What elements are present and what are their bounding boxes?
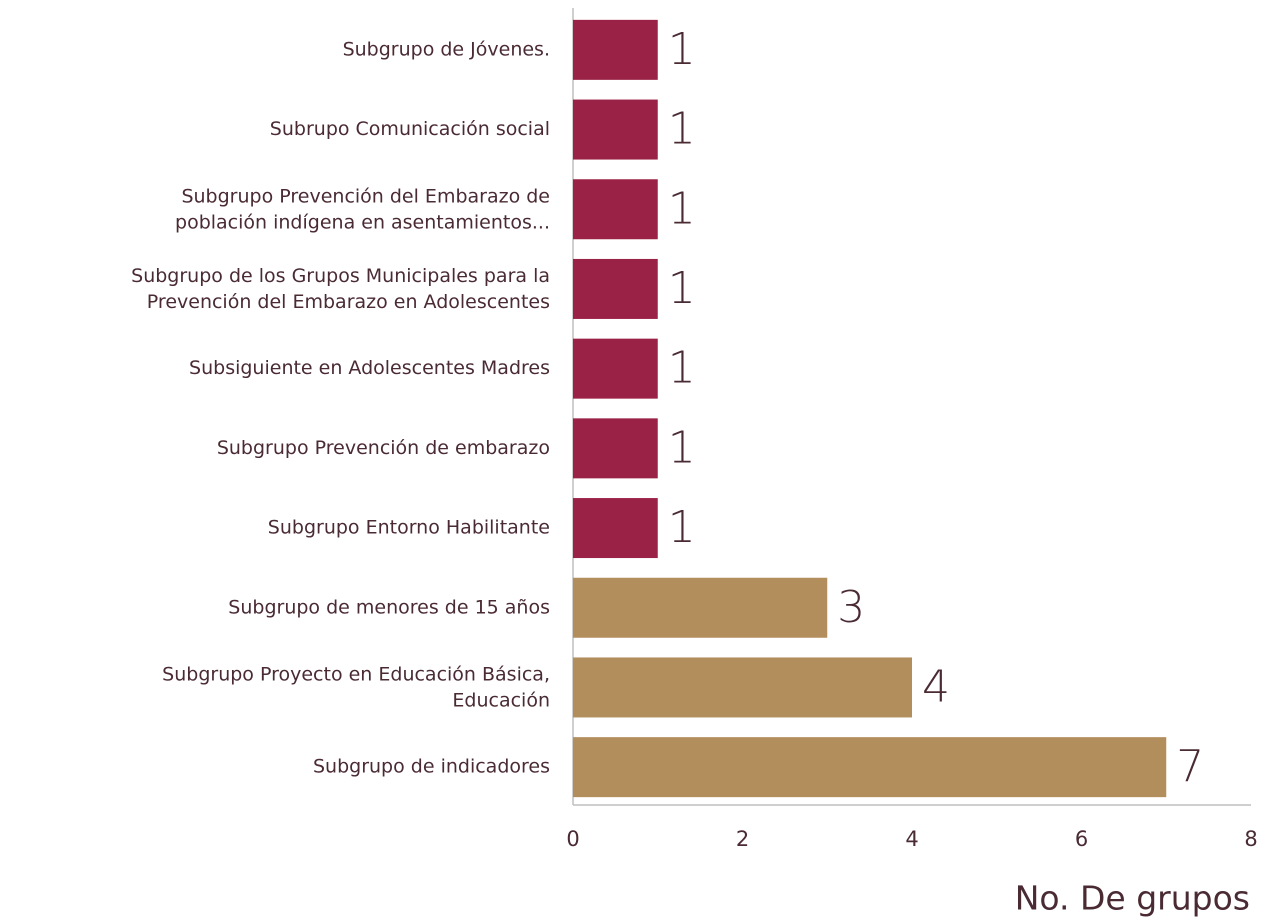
bar bbox=[573, 19, 658, 80]
bar bbox=[573, 99, 658, 160]
y-tick-label: Subgrupo Prevención del Embarazo de pobla… bbox=[175, 185, 550, 233]
y-tick-label: Subgrupo Entorno Habilitante bbox=[268, 517, 550, 539]
x-tick-label: 8 bbox=[1244, 827, 1257, 851]
bar bbox=[573, 338, 658, 399]
x-axis-title: No. De grupos bbox=[1015, 879, 1250, 918]
value-label: 7 bbox=[1176, 741, 1204, 792]
value-label: 1 bbox=[668, 24, 696, 75]
value-label: 1 bbox=[668, 343, 696, 394]
y-tick-label: Subsiguiente en Adolescentes Madres bbox=[189, 357, 550, 379]
bar bbox=[573, 179, 658, 240]
value-label: 1 bbox=[668, 104, 696, 155]
bar bbox=[573, 258, 658, 319]
value-label: 1 bbox=[668, 183, 696, 234]
value-label: 4 bbox=[922, 661, 950, 712]
bar bbox=[573, 657, 912, 718]
x-tick-label: 0 bbox=[566, 827, 579, 851]
value-label: 1 bbox=[668, 502, 696, 553]
bar bbox=[573, 418, 658, 479]
y-tick-label: Subgrupo de menores de 15 años bbox=[228, 596, 550, 618]
bar bbox=[573, 737, 1167, 798]
x-tick-label: 6 bbox=[1075, 827, 1088, 851]
y-tick-label: Subgrupo de los Grupos Municipales para … bbox=[131, 264, 550, 312]
y-tick-label: Subgrupo de indicadores bbox=[313, 756, 550, 778]
x-tick-label: 2 bbox=[736, 827, 749, 851]
y-tick-label: Subgrupo de Jóvenes. bbox=[343, 38, 550, 60]
value-label: 1 bbox=[668, 422, 696, 473]
y-tick-label: Subgrupo Prevención de embarazo bbox=[217, 437, 550, 459]
y-tick-label: Subrupo Comunicación social bbox=[270, 118, 550, 140]
bar bbox=[573, 498, 658, 559]
y-tick-label: Subgrupo Proyecto en Educación Básica, Ed… bbox=[162, 663, 550, 711]
x-tick-label: 4 bbox=[905, 827, 918, 851]
bar bbox=[573, 577, 828, 638]
value-label: 3 bbox=[837, 582, 865, 633]
value-label: 1 bbox=[668, 263, 696, 314]
